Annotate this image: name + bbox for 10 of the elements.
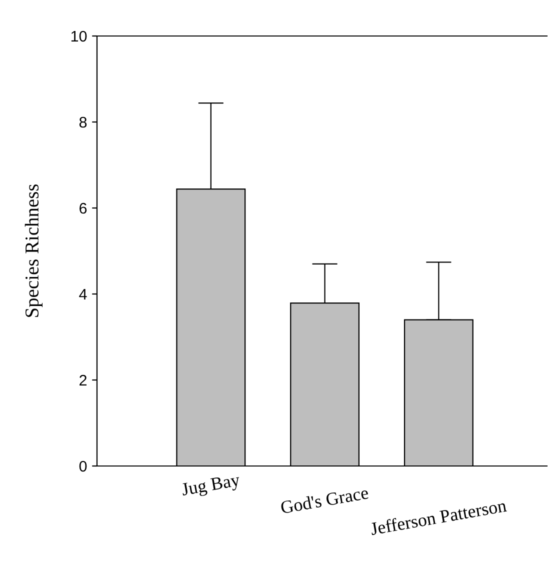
- x-tick-label: God's Grace: [280, 486, 369, 514]
- y-tick-label: 8: [79, 116, 87, 128]
- y-tick-label: 4: [79, 289, 87, 300]
- y-tick-label: 0: [79, 460, 87, 472]
- x-tick-label: Jefferson Patterson: [370, 498, 507, 536]
- y-tick-label: 6: [80, 202, 87, 214]
- y-tick-label: 2: [80, 374, 87, 386]
- x-tick-label: Jug Bay: [181, 474, 242, 500]
- y-tick-label: 10: [71, 30, 87, 42]
- y-axis-title: Species Richness: [24, 184, 43, 317]
